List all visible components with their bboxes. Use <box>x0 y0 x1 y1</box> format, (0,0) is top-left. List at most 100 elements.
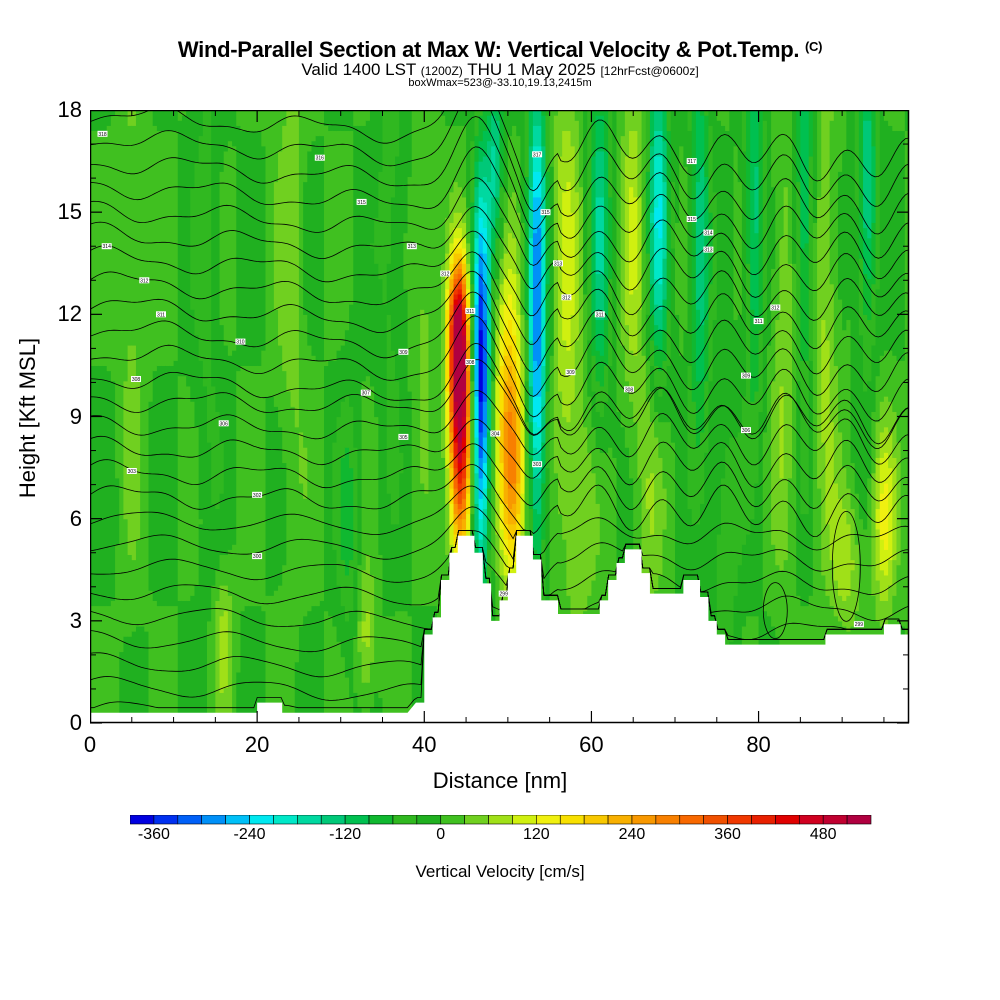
colorbar-swatch <box>273 815 298 825</box>
svg-text:300: 300 <box>253 554 262 560</box>
svg-text:306: 306 <box>742 428 751 434</box>
y-tick-label: 12 <box>57 301 82 327</box>
svg-text:316: 316 <box>316 156 325 162</box>
svg-text:311: 311 <box>466 309 474 315</box>
svg-text:311: 311 <box>596 312 604 318</box>
theta-label: 310 <box>235 338 246 346</box>
theta-contour-line <box>90 359 909 445</box>
terrain-area <box>90 535 909 723</box>
colorbar-swatch <box>751 815 776 825</box>
svg-text:313: 313 <box>704 248 713 254</box>
colorbar-swatch <box>679 815 704 825</box>
theta-label: 305 <box>398 433 409 441</box>
theta-contour-line <box>90 116 909 235</box>
colorbar-swatch <box>177 815 203 825</box>
x-tick-label: 0 <box>83 732 97 757</box>
colorbar-tick-label: 0 <box>436 826 446 843</box>
theta-contour-line <box>90 315 909 422</box>
svg-text:312: 312 <box>441 272 450 278</box>
theta-contour-line <box>90 251 909 349</box>
colorbar-swatch <box>153 815 179 825</box>
colorbar-swatch <box>822 815 848 825</box>
title-mark: (C) <box>804 39 823 54</box>
svg-text:313: 313 <box>554 261 563 267</box>
theta-contour-line <box>90 443 909 510</box>
theta-label: 317 <box>686 158 697 165</box>
theta-label: 311 <box>594 311 605 318</box>
theta-label: 313 <box>553 260 563 267</box>
theta-label: 300 <box>252 553 263 560</box>
theta-label: 304 <box>490 430 501 438</box>
theta-contour-line <box>90 230 909 321</box>
theta-label: 318 <box>97 130 108 138</box>
colorbar-swatch <box>631 815 657 825</box>
svg-text:317: 317 <box>688 159 697 165</box>
colorbar-swatch <box>536 815 561 825</box>
theta-contours <box>90 110 909 709</box>
y-tick-label: 18 <box>57 97 82 122</box>
x-tick-label: 60 <box>579 732 604 757</box>
theta-contour-closed <box>762 582 788 640</box>
theta-contour-line <box>90 506 909 580</box>
theta-label: 303 <box>126 468 137 475</box>
terrain-mask <box>90 535 909 723</box>
theta-label: 307 <box>360 389 371 397</box>
svg-text:308: 308 <box>625 387 634 393</box>
cross-section-plot: 318 316 315 314 313 312 312 311 311 310 309 308 308 3… <box>90 110 910 724</box>
colorbar-swatch <box>846 815 872 825</box>
theta-label: 306 <box>218 420 229 427</box>
theta-contour-line <box>90 146 909 259</box>
theta-label: 317 <box>532 151 543 158</box>
colorbar-swatch <box>297 815 322 825</box>
x-tick-label: 20 <box>244 732 270 757</box>
theta-contour-closed <box>831 510 861 622</box>
theta-label: 316 <box>314 154 325 162</box>
svg-text:304: 304 <box>491 432 500 438</box>
theta-label: 308 <box>624 386 634 393</box>
colorbar-tick-label: -240 <box>233 826 266 843</box>
theta-contour-line <box>90 418 909 488</box>
valid-time-line: Valid 1400 LST (1200Z) THU 1 May 2025 [1… <box>0 60 1000 80</box>
colorbar-tick-label: 240 <box>618 826 646 843</box>
y-axis-label: Height [Kft MSL] <box>15 337 40 499</box>
theta-label: 312 <box>440 270 451 278</box>
theta-label: 311 <box>753 318 764 325</box>
colorbar-swatch <box>440 815 465 825</box>
theta-contour-line <box>90 530 909 596</box>
valid-date: THU 1 May 2025 <box>467 60 596 79</box>
svg-text:303: 303 <box>128 469 137 475</box>
box-wmax-info: boxWmax=523@-33.10,19.13,2415m <box>408 77 592 89</box>
colorbar-swatch <box>607 815 633 825</box>
theta-label: 308 <box>465 359 476 366</box>
colorbar-label: Vertical Velocity [cm/s] <box>415 862 585 881</box>
colorbar-tick-label: -120 <box>329 826 362 843</box>
theta-contour-line <box>90 270 909 375</box>
theta-label: 309 <box>398 348 409 356</box>
theta-label: 308 <box>131 376 141 383</box>
theta-label: 311 <box>156 311 166 318</box>
theta-label: 311 <box>465 307 476 315</box>
svg-text:315: 315 <box>541 210 550 216</box>
colorbar-swatch <box>512 815 537 825</box>
colorbar-swatch <box>320 815 346 825</box>
svg-text:310: 310 <box>236 340 245 346</box>
theta-label: 299 <box>498 590 509 598</box>
theta-contour-labels: 318 316 315 314 313 312 312 311 311 310 309 308 308 3… <box>97 130 864 628</box>
theta-contour-line <box>90 206 909 298</box>
forecast-info: [12hrFcst@0600z] <box>600 64 699 78</box>
chart-title: Wind-Parallel Section at Max W: Vertical… <box>0 37 1000 63</box>
valid-utc: (1200Z) <box>420 64 463 78</box>
x-tick-label: 80 <box>746 732 771 757</box>
colorbar-swatch <box>583 815 609 825</box>
svg-text:311: 311 <box>755 319 763 325</box>
svg-text:308: 308 <box>466 360 475 366</box>
svg-text:303: 303 <box>533 462 542 468</box>
theta-contour-line <box>90 110 909 212</box>
theta-label: 313 <box>703 246 714 254</box>
colorbar <box>130 815 872 825</box>
colorbar-tick-label: -360 <box>137 826 170 843</box>
theta-contour-line <box>90 485 909 555</box>
theta-label: 303 <box>532 461 543 468</box>
svg-text:307: 307 <box>362 391 371 397</box>
theta-contour-line <box>90 463 909 538</box>
